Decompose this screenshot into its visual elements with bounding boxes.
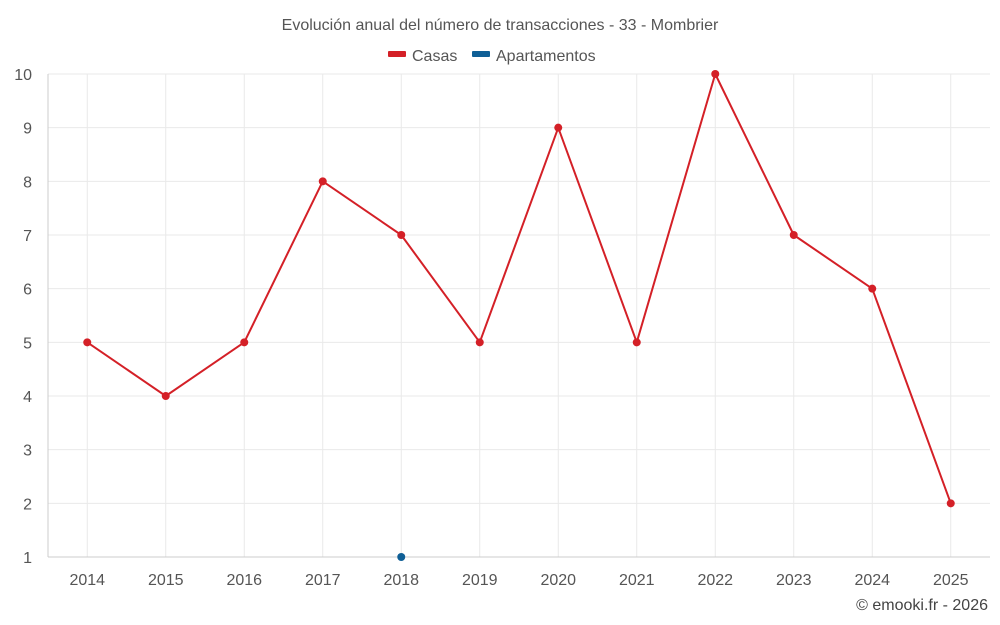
x-tick-label: 2015 <box>148 572 184 589</box>
data-point-casas[interactable] <box>318 177 327 186</box>
y-tick-label: 3 <box>23 443 32 460</box>
legend-item-casas[interactable]: Casas <box>388 48 457 65</box>
data-point-apartamentos[interactable] <box>397 553 406 561</box>
y-tick-label: 1 <box>23 550 32 567</box>
y-tick-label: 2 <box>23 496 32 513</box>
legend-swatch-apartamentos <box>472 51 490 57</box>
x-tick-label: 2018 <box>383 572 419 589</box>
y-tick-label: 7 <box>23 228 32 245</box>
x-tick-label: 2022 <box>697 572 733 589</box>
data-point-casas[interactable] <box>240 338 249 347</box>
data-point-casas[interactable] <box>397 231 406 239</box>
data-point-casas[interactable] <box>554 123 563 132</box>
y-tick-label: 9 <box>23 121 32 138</box>
credit-text: © emooki.fr - 2026 <box>856 597 988 614</box>
data-point-casas[interactable] <box>946 499 955 508</box>
legend-item-apartamentos[interactable]: Apartamentos <box>472 48 596 65</box>
y-tick-label: 6 <box>23 282 32 299</box>
data-point-casas[interactable] <box>632 338 641 347</box>
legend-label-apartamentos: Apartamentos <box>496 48 596 65</box>
x-tick-label: 2020 <box>540 572 576 589</box>
x-tick-label: 2023 <box>776 572 812 589</box>
x-tick-label: 2016 <box>226 572 262 589</box>
x-tick-label: 2014 <box>69 572 105 589</box>
legend-swatch-casas <box>388 51 406 57</box>
series-casas <box>83 70 955 508</box>
x-tick-label: 2017 <box>305 572 341 589</box>
data-point-casas[interactable] <box>789 231 798 239</box>
data-point-casas[interactable] <box>711 70 720 78</box>
series <box>83 70 955 561</box>
x-tick-label: 2019 <box>462 572 498 589</box>
data-point-casas[interactable] <box>161 392 170 400</box>
data-point-casas[interactable] <box>475 338 484 347</box>
y-tick-label: 5 <box>23 335 32 352</box>
series-line-casas <box>86 73 952 504</box>
chart-title: Evolución anual del número de transaccio… <box>282 17 719 34</box>
x-tick-label: 2025 <box>933 572 969 589</box>
y-tick-label: 8 <box>23 174 32 191</box>
x-tick-label: 2021 <box>619 572 655 589</box>
x-tick-label: 2024 <box>854 572 890 589</box>
data-point-casas[interactable] <box>868 284 877 293</box>
series-apartamentos <box>397 553 406 561</box>
grid <box>48 73 990 557</box>
legend: Casas Apartamentos <box>388 48 596 65</box>
axes: 1 2 3 4 5 6 7 8 9 10 2014 2015 2016 2017 2018 2019 2020 2… <box>14 67 990 589</box>
y-tick-label: 4 <box>23 389 32 406</box>
y-tick-label: 10 <box>14 67 32 84</box>
legend-label-casas: Casas <box>412 48 457 65</box>
data-point-casas[interactable] <box>83 338 92 347</box>
